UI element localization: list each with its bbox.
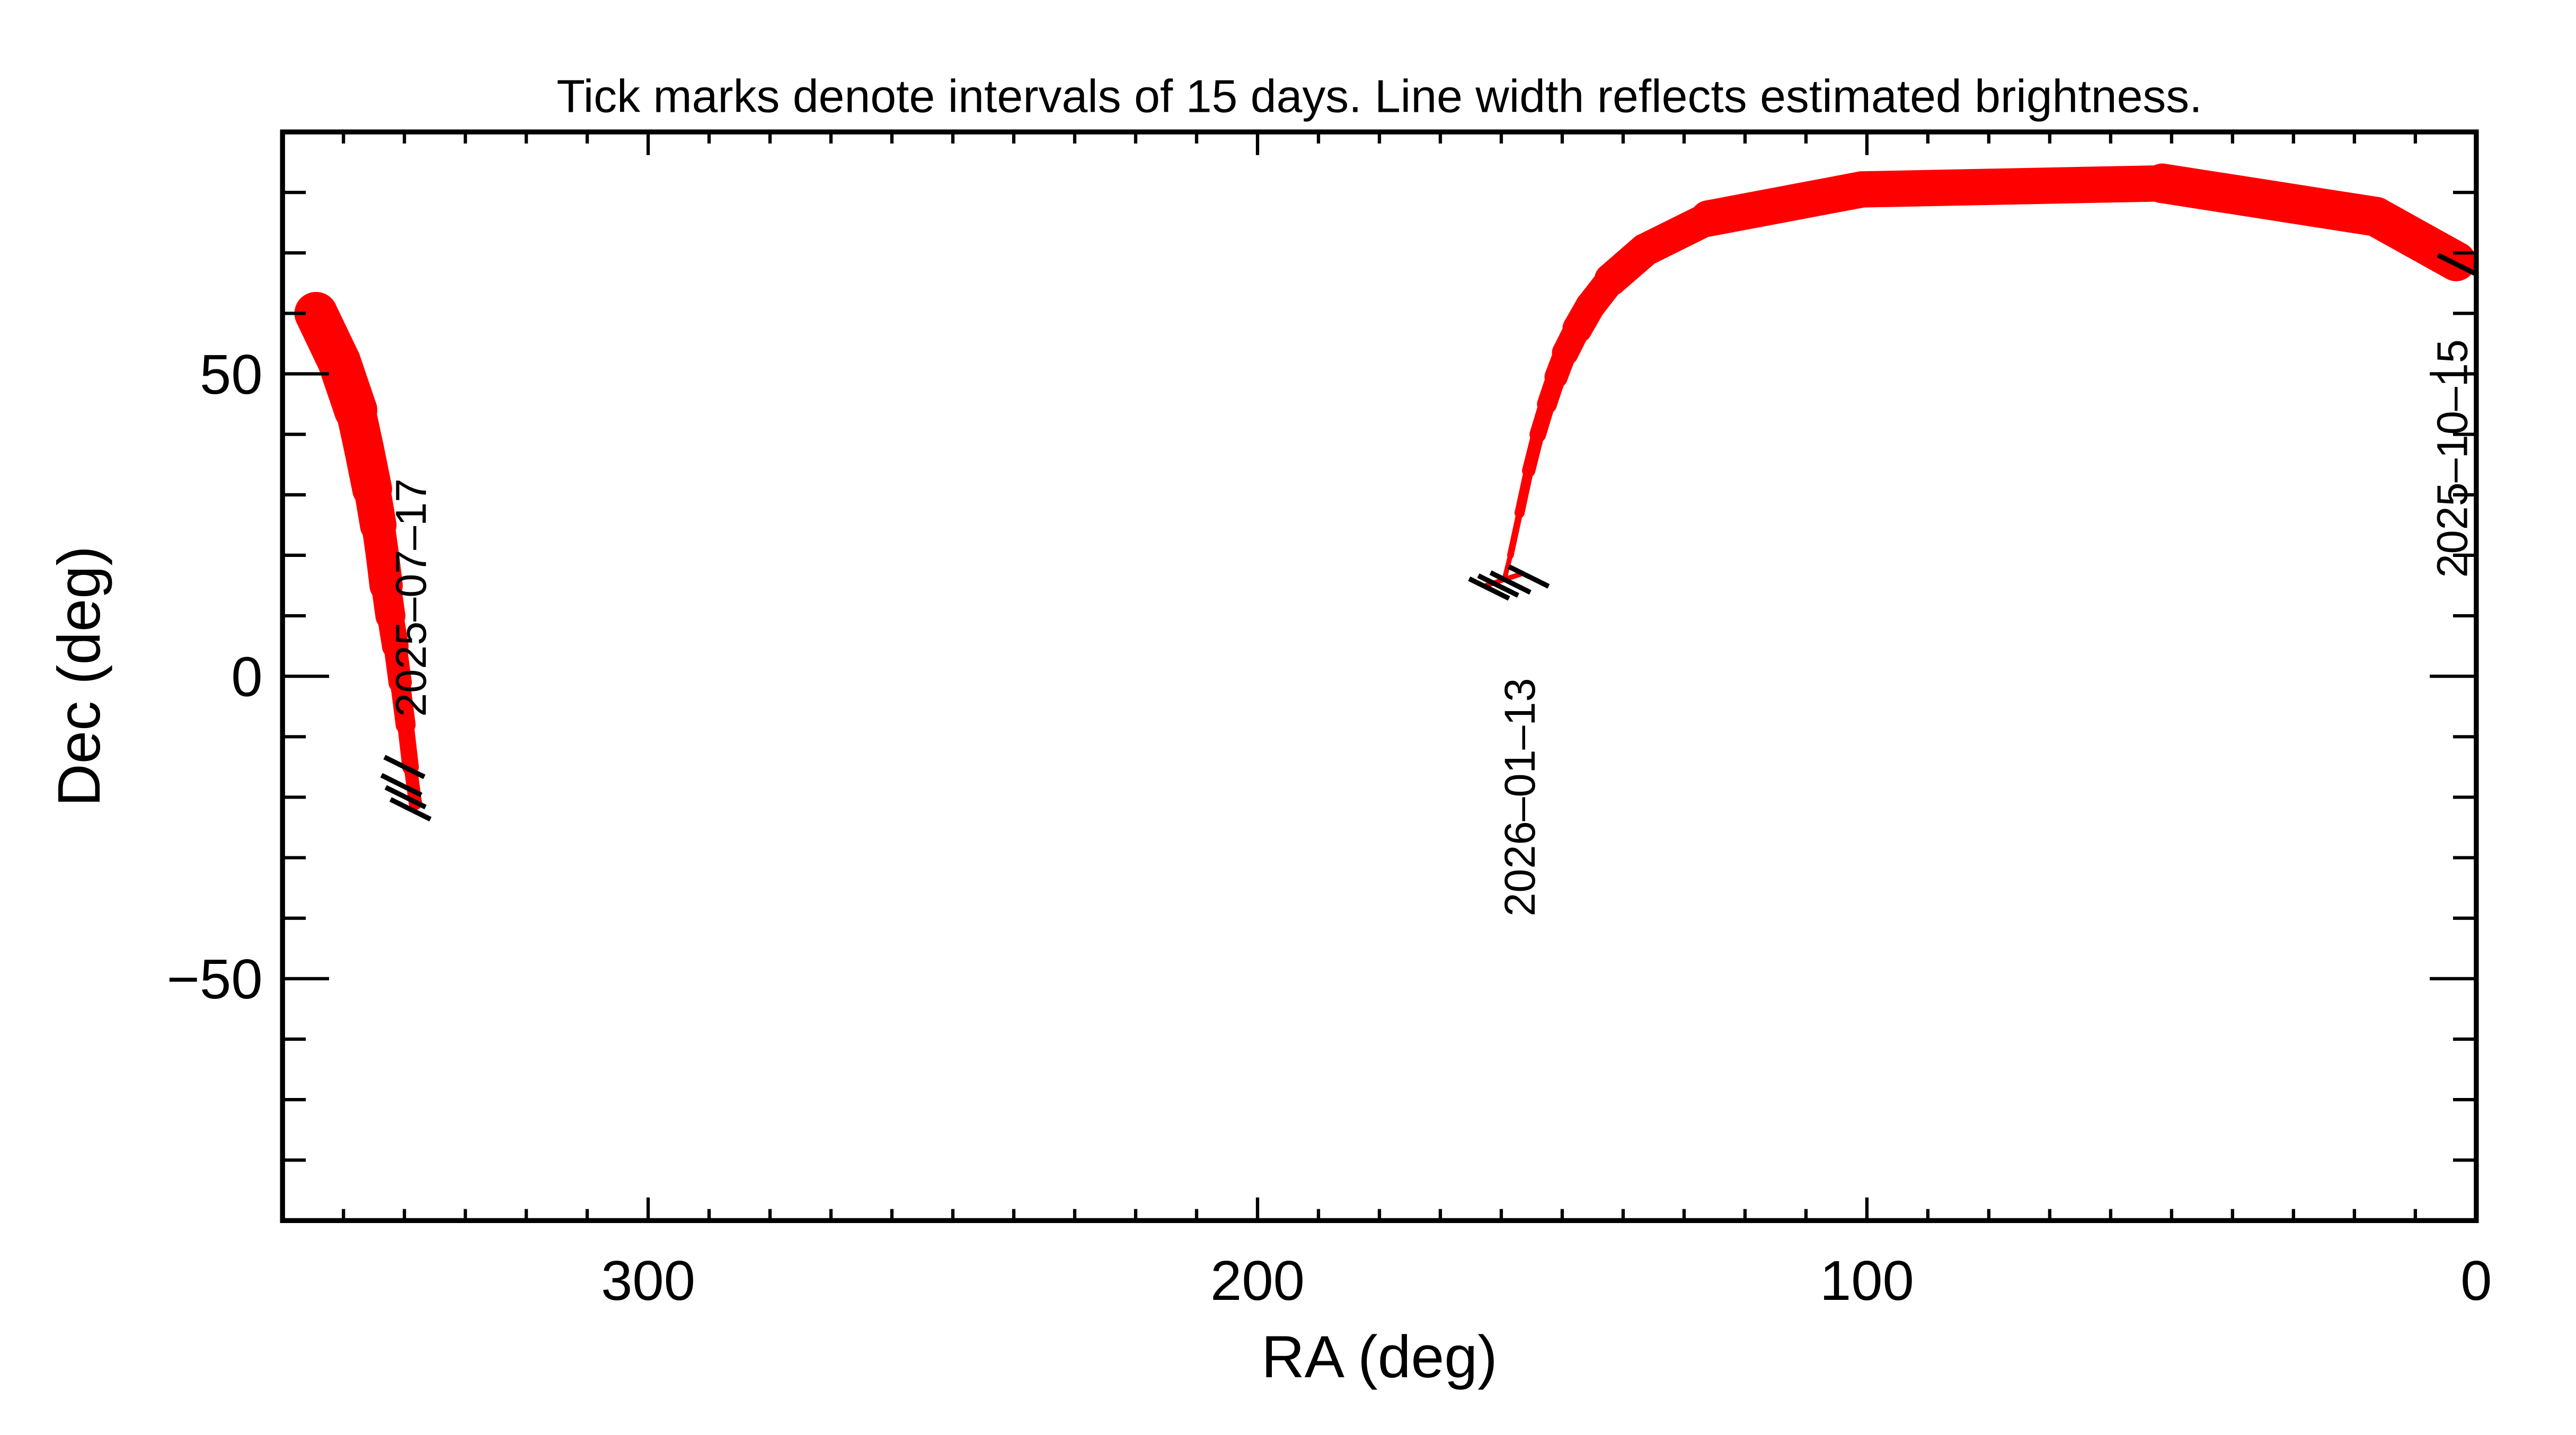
track-point <box>369 569 403 603</box>
track-point <box>1529 426 1546 443</box>
track-point <box>1844 171 1881 208</box>
x-tick-label: 100 <box>1820 1249 1914 1312</box>
track-point <box>1522 464 1536 477</box>
track-point <box>1507 552 1514 559</box>
plot-frame <box>280 129 2479 1224</box>
x-tick-label: 0 <box>2460 1249 2492 1312</box>
date-tick-mark <box>380 773 423 798</box>
track-point <box>375 601 405 631</box>
axes: 300 200 100 0 50 0 −50 <box>167 129 2492 1312</box>
chart-title: Tick marks denote intervals of 15 days. … <box>556 70 2202 122</box>
track-point <box>382 633 409 660</box>
date-tick-mark <box>1477 573 1519 598</box>
y-tick-label: 50 <box>200 343 263 406</box>
date-tick-mark <box>1468 576 1510 601</box>
date-tick-mark <box>2437 253 2480 277</box>
track-segment <box>2142 163 2396 237</box>
track-point <box>1594 263 1628 296</box>
x-axis-label: RA (deg) <box>1261 1323 1498 1390</box>
date-label: 2026–01–13 <box>1496 678 1544 916</box>
plot-marks: 2025–07–17 2026–01–13 2025–10–15 <box>294 163 2480 916</box>
track-point <box>366 538 400 572</box>
y-tick-label: −50 <box>167 948 263 1011</box>
y-tick-label: 0 <box>231 645 262 708</box>
track-point <box>2356 197 2396 237</box>
track-segment <box>1502 553 1513 582</box>
date-label: 2025–10–15 <box>2428 339 2476 578</box>
track-point <box>1515 508 1525 518</box>
track-point <box>317 340 361 384</box>
track-segment <box>1515 465 1534 518</box>
track-point <box>1575 291 1606 321</box>
track-point <box>1690 200 1727 237</box>
track-point <box>344 429 384 470</box>
date-tick-mark <box>389 797 432 822</box>
track-point <box>1562 313 1592 343</box>
y-axis-label: Dec (deg) <box>46 546 112 807</box>
date-tick-mark <box>1507 564 1550 589</box>
track-point <box>352 469 392 509</box>
track-point <box>1628 233 1662 267</box>
track-point <box>1544 365 1568 389</box>
track-point <box>388 670 412 694</box>
track-segment <box>1507 509 1523 559</box>
track-point <box>334 388 377 432</box>
date-tick-mark <box>1489 570 1532 595</box>
date-tick-mark <box>383 755 426 779</box>
track-point <box>360 507 397 544</box>
track-point <box>1537 394 1557 414</box>
x-tick-label: 200 <box>1210 1249 1305 1312</box>
track-point <box>294 291 338 335</box>
track-segment <box>1690 171 1881 237</box>
x-tick-label: 300 <box>601 1249 695 1312</box>
track-point <box>2142 163 2183 203</box>
track-segment <box>1844 165 2181 208</box>
track-point <box>1552 339 1579 366</box>
date-label: 2025–07–17 <box>387 479 435 717</box>
track-point <box>395 714 416 735</box>
date-tick-mark <box>384 785 427 810</box>
